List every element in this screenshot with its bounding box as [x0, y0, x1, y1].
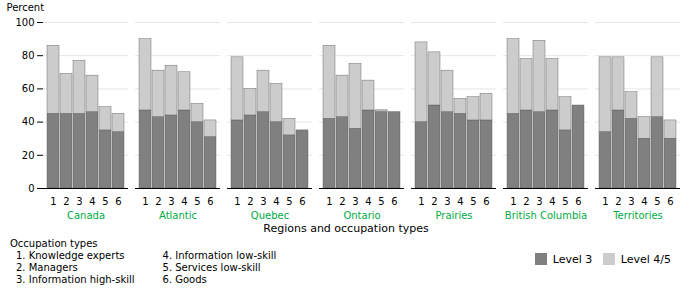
svg-text:4: 4	[89, 196, 95, 207]
svg-text:80: 80	[22, 50, 35, 61]
svg-text:Percent: Percent	[7, 2, 45, 13]
svg-text:2: 2	[247, 196, 253, 207]
svg-text:40: 40	[22, 116, 35, 127]
svg-text:2: 2	[431, 196, 437, 207]
svg-text:1: 1	[50, 196, 56, 207]
svg-text:5: 5	[562, 196, 568, 207]
svg-text:60: 60	[22, 83, 35, 94]
svg-text:5: 5	[378, 196, 384, 207]
svg-text:3: 3	[352, 196, 358, 207]
svg-text:100: 100	[15, 17, 34, 28]
svg-text:2: 2	[63, 196, 69, 207]
svg-text:4: 4	[181, 196, 187, 207]
svg-text:5: 5	[102, 196, 108, 207]
svg-text:1: 1	[234, 196, 240, 207]
html-text:2. Managers: 2. Managers	[16, 262, 78, 273]
svg-text:6: 6	[299, 196, 305, 207]
html-text:3. Information high-skill: 3. Information high-skill	[16, 274, 135, 285]
html-text:4. Information low-skill: 4. Information low-skill	[162, 250, 277, 261]
svg-text:20: 20	[22, 150, 35, 161]
svg-text:3: 3	[260, 196, 266, 207]
html-text:Occupation types: Occupation types	[10, 238, 98, 249]
svg-text:3: 3	[444, 196, 450, 207]
html-text:5. Services low-skill: 5. Services low-skill	[162, 262, 261, 273]
svg-text:3: 3	[168, 196, 174, 207]
svg-text:Atlantic: Atlantic	[159, 210, 197, 221]
svg-text:2: 2	[523, 196, 529, 207]
svg-text:6: 6	[207, 196, 213, 207]
svg-text:0: 0	[28, 183, 34, 194]
html-text:6. Goods: 6. Goods	[162, 274, 207, 285]
svg-text:2: 2	[339, 196, 345, 207]
svg-text:3: 3	[536, 196, 542, 207]
svg-text:4: 4	[549, 196, 555, 207]
svg-text:4: 4	[365, 196, 371, 207]
svg-text:6: 6	[483, 196, 489, 207]
html-text:Level 3: Level 3	[552, 252, 593, 266]
svg-text:5: 5	[654, 196, 660, 207]
svg-text:6: 6	[667, 196, 673, 207]
svg-text:Ontario: Ontario	[343, 210, 380, 221]
html-text:Regions and occupation types: Regions and occupation types	[263, 222, 429, 235]
svg-text:2: 2	[615, 196, 621, 207]
svg-text:2: 2	[155, 196, 161, 207]
svg-text:1: 1	[326, 196, 332, 207]
svg-text:Prairies: Prairies	[435, 210, 472, 221]
svg-text:5: 5	[470, 196, 476, 207]
svg-text:4: 4	[457, 196, 463, 207]
svg-text:5: 5	[194, 196, 200, 207]
html-text:1. Knowledge experts: 1. Knowledge experts	[16, 250, 125, 261]
svg-text:6: 6	[575, 196, 581, 207]
svg-text:1: 1	[602, 196, 608, 207]
svg-text:6: 6	[391, 196, 397, 207]
svg-text:Canada: Canada	[67, 210, 105, 221]
svg-text:5: 5	[286, 196, 292, 207]
svg-text:3: 3	[628, 196, 634, 207]
html-text:Level 4/5: Level 4/5	[620, 252, 671, 266]
svg-text:British Columbia: British Columbia	[505, 210, 587, 221]
svg-text:Quebec: Quebec	[251, 210, 289, 221]
svg-text:1: 1	[142, 196, 148, 207]
svg-text:Territories: Territories	[612, 210, 663, 221]
svg-text:1: 1	[510, 196, 516, 207]
svg-text:3: 3	[76, 196, 82, 207]
svg-text:1: 1	[418, 196, 424, 207]
svg-text:4: 4	[273, 196, 279, 207]
svg-text:6: 6	[115, 196, 121, 207]
svg-text:4: 4	[641, 196, 647, 207]
